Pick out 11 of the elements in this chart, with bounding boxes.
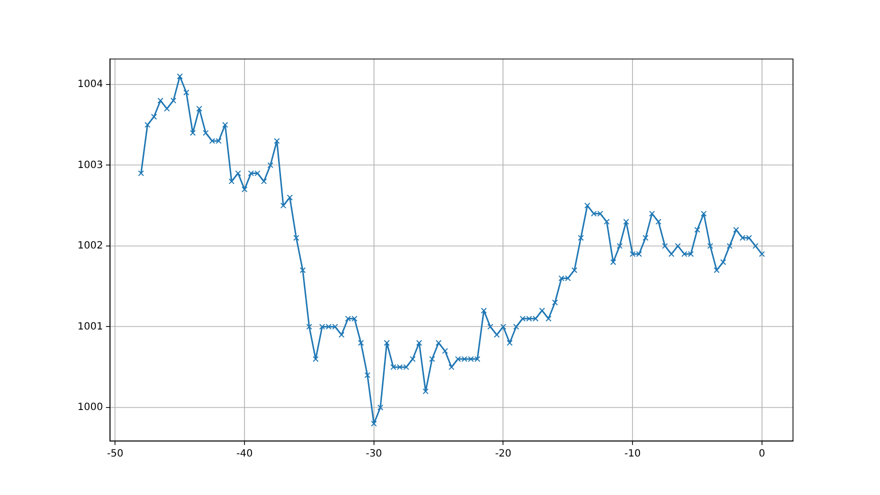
x-tick-label: -10 [624,448,641,460]
x-tick-label: -20 [495,448,512,460]
y-tick-label: 1001 [78,321,103,332]
x-tick-label: -30 [366,448,382,460]
y-tick-label: 1004 [78,79,103,90]
x-tick-label: -50 [107,448,124,460]
x-tick-label: -40 [236,448,253,460]
y-tick-label: 1002 [78,240,103,252]
y-tick-label: 1003 [78,160,103,171]
x-tick-label: 0 [758,448,766,460]
y-tick-label: 1000 [78,402,103,414]
